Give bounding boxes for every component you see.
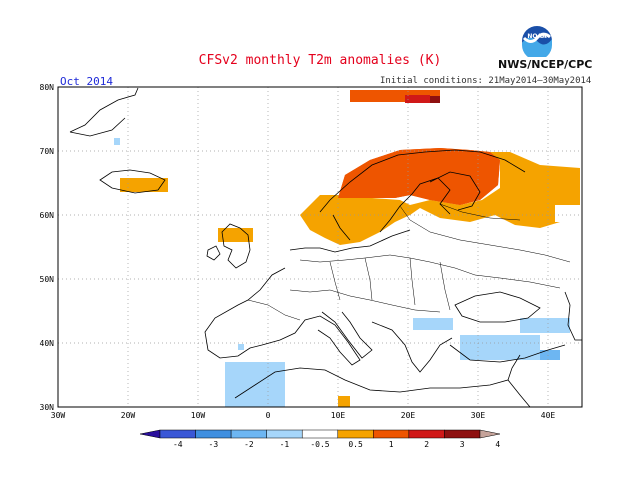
anomaly-balkans [413, 318, 453, 330]
anomaly-sea-cell [238, 344, 244, 350]
colorbar-label: -1 [280, 440, 290, 449]
colorbar-segment [230, 429, 267, 439]
colorbar-label: 3 [460, 440, 465, 449]
colorbar-segment [373, 429, 410, 439]
forecast-month: Oct 2014 [60, 75, 113, 88]
map-frame [57, 86, 583, 408]
lon-label-10w: 10W [191, 411, 206, 420]
anomaly-anatolia [460, 335, 540, 360]
anomaly-layer [114, 90, 580, 407]
colorbar-label: -2 [244, 440, 254, 449]
anomaly-gap-east [555, 205, 580, 222]
lon-label-10e: 10E [331, 411, 346, 420]
colorbar-label: 1 [389, 440, 394, 449]
lat-label-70n: 70N [40, 147, 55, 156]
anomaly-svalbard-core [405, 95, 430, 103]
initial-conditions: Initial conditions: 21May2014—30May2014 [380, 76, 592, 86]
coastlines [69, 87, 582, 408]
anomaly-scandinavia-core [338, 148, 500, 205]
colorbar: -4 -3 -2 -1 -0.5 0.5 1 2 3 4 [139, 429, 501, 449]
colorbar-label: 4 [495, 440, 500, 449]
lat-label-60n: 60N [40, 211, 55, 220]
lon-labels: 30W 20W 10W 0 10E 20E 30E 40E [51, 411, 556, 420]
colorbar-segment [444, 429, 481, 439]
colorbar-label: 0.5 [348, 440, 363, 449]
anomaly-north-europe [300, 152, 580, 245]
colorbar-segment [337, 429, 374, 439]
lon-label-30e: 30E [471, 411, 486, 420]
colorbar-segment [266, 429, 303, 439]
colorbar-label: -3 [209, 440, 219, 449]
graticule [58, 87, 582, 407]
colorbar-extend-high [479, 429, 501, 439]
colorbar-segment [408, 429, 445, 439]
lon-label-30w: 30W [51, 411, 66, 420]
anomaly-iceland [120, 178, 168, 192]
chart-title: CFSv2 monthly T2m anomalies (K) [198, 53, 442, 68]
lat-label-40n: 40N [40, 339, 55, 348]
lat-label-50n: 50N [40, 275, 55, 284]
anomaly-caspian [540, 350, 560, 360]
anomaly-greenland-cell [114, 138, 120, 145]
lon-label-20w: 20W [121, 411, 136, 420]
anomaly-svalbard-peak [430, 96, 440, 103]
lat-labels: 80N 70N 60N 50N 40N 30N [40, 83, 55, 412]
colorbar-segment [159, 429, 196, 439]
lon-label-0: 0 [266, 411, 271, 420]
colorbar-label: -4 [173, 440, 183, 449]
colorbar-label: -0.5 [310, 440, 329, 449]
noaa-logo: NOAA [521, 25, 553, 60]
borders [247, 203, 571, 321]
lon-label-40e: 40E [541, 411, 556, 420]
colorbar-segment [301, 429, 339, 439]
anomaly-caucasus [520, 318, 570, 333]
agency-label: NWS/NCEP/CPC [498, 58, 593, 71]
anomaly-nw-africa [225, 362, 285, 407]
lat-label-30n: 30N [40, 403, 55, 412]
lon-label-20e: 20E [401, 411, 416, 420]
noaa-logo-text: NOAA [527, 33, 547, 40]
anomaly-libya [338, 396, 350, 407]
colorbar-extend-low [139, 429, 161, 439]
colorbar-label: 2 [424, 440, 429, 449]
lat-label-80n: 80N [40, 83, 55, 92]
colorbar-segment [195, 429, 232, 439]
